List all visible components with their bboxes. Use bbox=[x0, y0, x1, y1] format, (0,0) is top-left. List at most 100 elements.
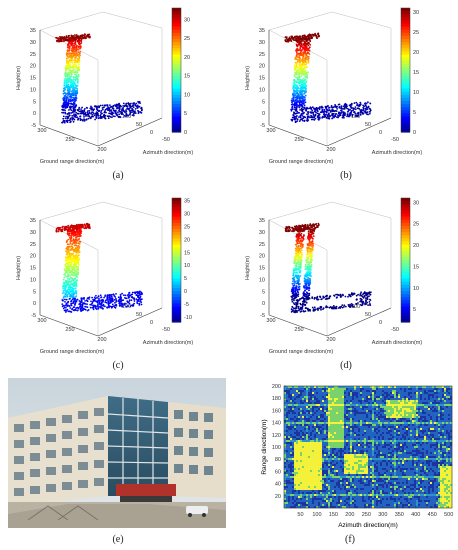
x-tick-label: 250 bbox=[294, 137, 303, 143]
scatter-plot-b: 35302520151050-5Height(m)300250200Ground… bbox=[245, 7, 422, 165]
caption-d: (d) bbox=[340, 360, 352, 371]
heatmap-x-tick-label: 450 bbox=[428, 512, 437, 518]
heatmap-x-tick-label: 50 bbox=[297, 512, 303, 518]
z-tick-label: 10 bbox=[30, 87, 36, 93]
z-ticks: 35 30 25 20 15 10 5 0 -5 bbox=[30, 28, 36, 129]
x-tick-label: 300 bbox=[37, 318, 46, 324]
z-tick-label: 35 bbox=[30, 28, 36, 34]
axes-box bbox=[268, 11, 392, 147]
y-axis-label: Azimuth direction(m) bbox=[372, 340, 423, 346]
z-tick-label: 10 bbox=[259, 277, 265, 283]
x-ticks: 300 250 200 bbox=[37, 318, 106, 343]
z-tick-label: 0 bbox=[262, 111, 265, 117]
colorbar-tick-label: 20 bbox=[184, 55, 190, 61]
y-tick-label: 0 bbox=[150, 130, 153, 136]
z-axis-label: Height(m) bbox=[16, 256, 22, 280]
x-ticks: 300 250 200 bbox=[37, 128, 106, 153]
colorbar: 30 25 20 15 10 5 0 bbox=[400, 7, 419, 136]
y-tick-label: 0 bbox=[150, 320, 153, 326]
z-tick-label: -5 bbox=[260, 313, 265, 319]
x-tick-label: 300 bbox=[266, 128, 275, 134]
point-cloud bbox=[284, 32, 372, 124]
heatmap-x-tick-label: 150 bbox=[329, 512, 338, 518]
x-tick-label: 250 bbox=[65, 137, 74, 143]
colorbar-tick-label: 15 bbox=[184, 74, 190, 80]
z-axis-label: Height(m) bbox=[16, 66, 22, 90]
z-tick-label: 25 bbox=[259, 242, 265, 248]
y-tick-label: -50 bbox=[162, 137, 170, 143]
z-tick-label: 25 bbox=[30, 242, 36, 248]
z-tick-label: 30 bbox=[259, 40, 265, 46]
colorbar-tick-label: 10 bbox=[413, 286, 419, 292]
heatmap-x-tick-label: 250 bbox=[362, 512, 371, 518]
z-tick-label: 20 bbox=[30, 254, 36, 260]
z-tick-label: 5 bbox=[262, 289, 265, 295]
caption-e: (e) bbox=[112, 534, 124, 545]
z-tick-label: 15 bbox=[259, 266, 265, 272]
scatter-plot-c: 35302520151050-5Height(m)300250200Ground… bbox=[16, 197, 194, 355]
point-cloud bbox=[284, 222, 372, 314]
z-tick-label: 20 bbox=[259, 254, 265, 260]
heatmap-svg: 50 100 150 200 250 300 350 400 450 500 20 40 60 80 10… bbox=[261, 384, 453, 529]
colorbar-tick-label: 5 bbox=[184, 111, 187, 117]
z-ticks: 35 30 25 20 15 10 5 0 -5 bbox=[259, 218, 265, 319]
caption-f: (f) bbox=[345, 534, 355, 545]
y-tick-label: -50 bbox=[391, 137, 399, 143]
heatmap-x-tick-label: 400 bbox=[411, 512, 420, 518]
colorbar-tick-label: 15 bbox=[413, 70, 419, 76]
heatmap-y-tick-label: 60 bbox=[275, 469, 281, 475]
z-tick-label: 0 bbox=[33, 301, 36, 307]
heatmap-y-tick-label: 160 bbox=[272, 408, 281, 414]
z-axis-label: Height(m) bbox=[245, 66, 251, 90]
panel-a: 35 30 25 20 15 10 5 0 -5 Height(m) 300 250 200 Ground… bbox=[0, 0, 229, 185]
caption-b: (b) bbox=[340, 170, 352, 181]
colorbar-tick-label: 30 bbox=[184, 17, 190, 23]
colorbar-tick-label: 25 bbox=[413, 222, 419, 228]
z-tick-label: 30 bbox=[30, 40, 36, 46]
z-tick-label: 5 bbox=[33, 289, 36, 295]
x-tick-label: 250 bbox=[65, 327, 74, 333]
z-tick-label: -5 bbox=[31, 123, 36, 129]
colorbar-tick-label: -5 bbox=[184, 302, 189, 308]
z-tick-label: 25 bbox=[30, 52, 36, 58]
y-tick-label: 100 bbox=[122, 114, 131, 120]
colorbar-tick-label: 15 bbox=[184, 250, 190, 256]
heatmap-x-tick-label: 350 bbox=[395, 512, 404, 518]
z-tick-label: 35 bbox=[30, 218, 36, 224]
scatter-plot-d: 35302520151050-5Height(m)300250200Ground… bbox=[245, 197, 423, 355]
x-ticks: 300 250 200 bbox=[266, 128, 335, 153]
x-axis-label: Ground range direction(m) bbox=[269, 349, 334, 355]
colorbar-tick-label: 30 bbox=[413, 200, 419, 206]
heatmap-x-tick-label: 200 bbox=[345, 512, 354, 518]
heatmap-y-tick-label: 180 bbox=[272, 396, 281, 402]
y-tick-label: 50 bbox=[365, 312, 371, 318]
colorbar-tick-label: 10 bbox=[184, 263, 190, 269]
x-tick-label: 200 bbox=[97, 147, 106, 153]
colorbar-tick-label: 30 bbox=[413, 10, 419, 16]
heatmap-y-label: Range direction(m) bbox=[261, 419, 268, 474]
x-tick-label: 300 bbox=[37, 128, 46, 134]
heatmap-y-ticks: 20 40 60 80 100 120 140 160 180 200 bbox=[272, 384, 286, 500]
z-tick-label: 15 bbox=[30, 266, 36, 272]
heatmap-x-label: Azimuth direction(m) bbox=[338, 522, 398, 529]
heatmap-y-tick-label: 100 bbox=[272, 445, 281, 451]
y-tick-label: 50 bbox=[136, 122, 142, 128]
point-cloud bbox=[55, 33, 143, 124]
caption-a: (a) bbox=[112, 170, 124, 181]
axes-box bbox=[39, 201, 163, 337]
colorbar-tick-label: 25 bbox=[184, 36, 190, 42]
point-cloud bbox=[55, 222, 143, 313]
z-tick-label: -5 bbox=[31, 313, 36, 319]
y-tick-label: 50 bbox=[136, 312, 142, 318]
axes-box bbox=[268, 201, 392, 337]
z-tick-label: 35 bbox=[259, 218, 265, 224]
x-ticks: 300 250 200 bbox=[266, 318, 335, 343]
x-tick-label: 200 bbox=[97, 337, 106, 343]
z-tick-label: 20 bbox=[30, 64, 36, 70]
z-tick-label: 0 bbox=[262, 301, 265, 307]
x-axis-label: Ground range direction(m) bbox=[40, 349, 105, 355]
heatmap-x-tick-label: 500 bbox=[444, 512, 453, 518]
y-axis-label: Azimuth direction(m) bbox=[143, 340, 194, 346]
